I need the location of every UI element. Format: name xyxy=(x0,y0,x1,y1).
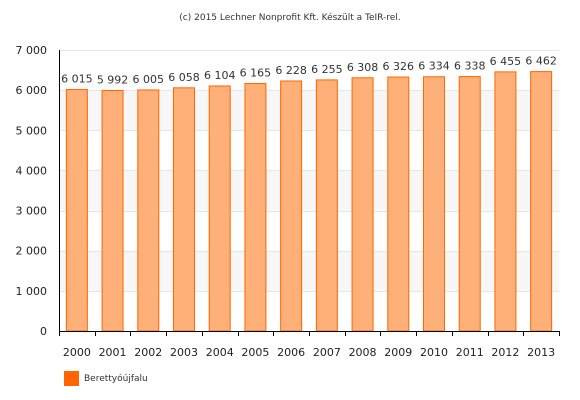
bar xyxy=(530,71,553,332)
y-tick-label: 7 000 xyxy=(16,44,48,57)
bar xyxy=(65,89,88,332)
bar xyxy=(208,85,231,332)
data-label: 6 005 xyxy=(133,73,165,86)
axes xyxy=(59,50,560,336)
x-tick-label: 2011 xyxy=(456,346,484,359)
y-tick-label: 6 000 xyxy=(16,84,48,97)
plot-bands xyxy=(59,90,559,291)
bar xyxy=(101,89,124,332)
x-tick-label: 2009 xyxy=(384,346,412,359)
x-tick-label: 2004 xyxy=(206,346,234,359)
legend-label[interactable]: Berettyóújfalu xyxy=(84,373,148,384)
x-tick-label: 2012 xyxy=(491,346,519,359)
bar xyxy=(173,87,195,332)
bar xyxy=(458,76,481,332)
x-tick-label: 2000 xyxy=(63,346,91,359)
data-label: 6 058 xyxy=(168,71,200,84)
data-label: 6 338 xyxy=(454,60,486,73)
data-label: 6 308 xyxy=(347,61,379,74)
y-tick-label: 1 000 xyxy=(16,285,48,298)
bar xyxy=(315,79,338,332)
bar xyxy=(494,71,517,332)
bar xyxy=(423,76,445,332)
x-tick-label: 2008 xyxy=(349,346,377,359)
x-tick-label: 2003 xyxy=(170,346,198,359)
bar xyxy=(137,89,160,332)
x-tick-label: 2013 xyxy=(527,346,555,359)
plot-band xyxy=(59,250,559,291)
y-tick-label: 0 xyxy=(40,325,47,338)
data-label: 6 255 xyxy=(311,63,343,76)
data-label: 6 228 xyxy=(275,64,307,77)
data-label: 6 015 xyxy=(61,73,93,86)
x-tick-label: 2005 xyxy=(241,346,269,359)
x-tick-label: 2010 xyxy=(420,346,448,359)
data-label: 6 104 xyxy=(204,69,236,82)
bar xyxy=(387,76,410,332)
data-label: 6 462 xyxy=(525,55,557,68)
y-tick-label: 3 000 xyxy=(16,205,48,218)
y-tick-label: 4 000 xyxy=(16,164,48,177)
y-tick-labels: 0 1 000 2 000 3 000 4 000 5 000 6 000 7 000 xyxy=(16,44,48,338)
plot-band xyxy=(59,90,559,131)
x-tick-label: 2002 xyxy=(134,346,162,359)
data-label: 6 455 xyxy=(490,55,522,68)
data-label: 6 165 xyxy=(240,67,272,80)
y-tick-label: 2 000 xyxy=(16,245,48,258)
bar xyxy=(280,80,303,332)
data-label: 5 992 xyxy=(97,73,129,86)
data-label: 6 326 xyxy=(383,60,415,73)
data-label: 6 334 xyxy=(418,60,450,73)
x-tick-label: 2007 xyxy=(313,346,341,359)
x-tick-label: 2001 xyxy=(99,346,127,359)
data-labels: 6 015 5 992 6 005 6 058 6 104 6 165 6 228 6 255… xyxy=(61,55,557,87)
legend[interactable]: Berettyóújfalu xyxy=(64,371,148,386)
plot-band xyxy=(59,170,559,211)
chart-credit: (c) 2015 Lechner Nonprofit Kft. Készült … xyxy=(179,13,401,23)
bar xyxy=(351,77,374,332)
bars xyxy=(65,71,553,332)
bar xyxy=(244,83,267,332)
legend-swatch[interactable] xyxy=(64,371,79,386)
x-tick-label: 2006 xyxy=(277,346,305,359)
y-tick-label: 5 000 xyxy=(16,124,48,137)
x-tick-labels: 2000 2001 2002 2003 2004 2005 2006 2007 2008 2009… xyxy=(63,346,555,359)
